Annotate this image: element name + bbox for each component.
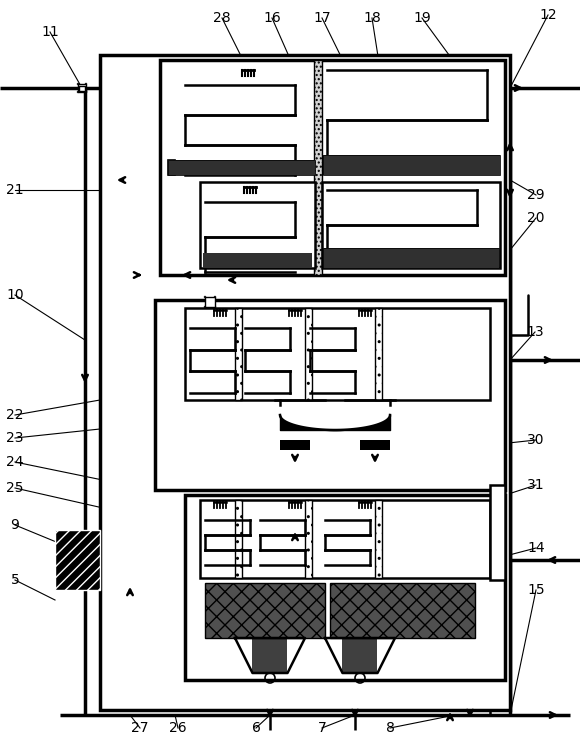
Bar xyxy=(323,155,500,175)
Bar xyxy=(252,638,287,673)
Text: 14: 14 xyxy=(527,541,545,555)
Bar xyxy=(168,160,175,175)
Bar xyxy=(305,500,312,578)
Text: 28: 28 xyxy=(213,11,231,25)
Bar xyxy=(160,60,505,275)
Bar xyxy=(203,253,312,268)
Bar xyxy=(155,300,505,490)
Text: 23: 23 xyxy=(6,431,24,445)
Text: 30: 30 xyxy=(527,433,545,447)
Bar xyxy=(79,86,85,91)
Bar xyxy=(360,440,390,450)
Text: 11: 11 xyxy=(41,25,59,39)
Text: 6: 6 xyxy=(252,721,260,735)
Text: 25: 25 xyxy=(6,481,24,495)
Bar xyxy=(342,638,377,673)
Text: 15: 15 xyxy=(527,583,545,597)
Bar xyxy=(323,248,499,268)
Bar xyxy=(200,182,315,268)
Text: 20: 20 xyxy=(527,211,545,225)
Text: 12: 12 xyxy=(539,8,557,22)
Bar xyxy=(235,308,242,400)
Bar xyxy=(323,155,500,175)
Text: 24: 24 xyxy=(6,455,24,469)
Text: 29: 29 xyxy=(527,188,545,202)
Bar xyxy=(168,160,315,175)
Bar xyxy=(168,160,315,175)
Text: 5: 5 xyxy=(10,573,19,587)
Text: 17: 17 xyxy=(313,11,331,25)
Text: 8: 8 xyxy=(386,721,394,735)
Bar xyxy=(314,60,322,275)
Text: 19: 19 xyxy=(413,11,431,25)
Bar xyxy=(375,500,382,578)
Bar xyxy=(280,440,310,450)
Bar xyxy=(185,308,490,400)
Bar xyxy=(100,55,510,710)
Bar xyxy=(185,495,505,680)
Bar xyxy=(55,530,100,590)
Bar xyxy=(323,248,499,268)
Bar xyxy=(305,308,312,400)
Text: 22: 22 xyxy=(6,408,24,422)
Bar xyxy=(78,84,86,92)
Text: 21: 21 xyxy=(6,183,24,197)
Bar xyxy=(235,500,242,578)
Text: 16: 16 xyxy=(263,11,281,25)
Bar xyxy=(55,530,100,590)
Bar xyxy=(200,500,490,578)
Text: 10: 10 xyxy=(6,288,24,302)
Text: 9: 9 xyxy=(10,518,20,532)
Text: 7: 7 xyxy=(318,721,327,735)
Bar xyxy=(375,308,382,400)
Text: 26: 26 xyxy=(169,721,187,735)
Bar xyxy=(490,485,505,580)
Bar xyxy=(322,182,500,268)
Text: 31: 31 xyxy=(527,478,545,492)
Bar xyxy=(330,583,475,638)
Bar xyxy=(205,297,215,307)
Text: 27: 27 xyxy=(131,721,148,735)
Text: 18: 18 xyxy=(363,11,381,25)
Text: 13: 13 xyxy=(526,325,544,339)
Bar xyxy=(205,583,325,638)
